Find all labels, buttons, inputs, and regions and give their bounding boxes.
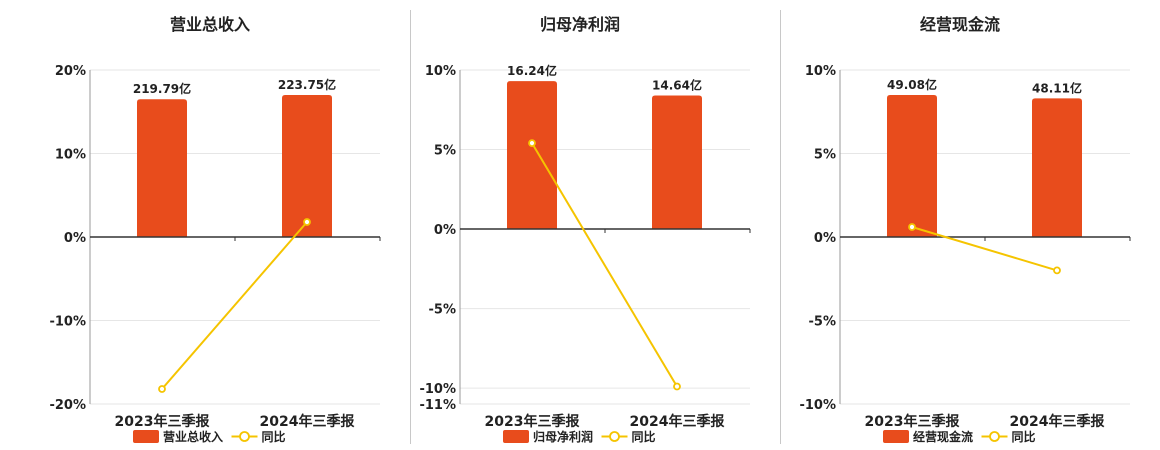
chart-panel-2: 归母净利润 10% 5% 0% -5% -10%-11% 16.24亿 14.64亿 2023年… <box>419 15 751 444</box>
x-category-label: 2024年三季报 <box>630 413 725 430</box>
yoy-point-1 <box>158 385 166 393</box>
bar-value-label: 49.08亿 <box>887 77 937 92</box>
y-tick-label: 10% <box>55 148 86 163</box>
x-category-label: 2023年三季报 <box>865 413 960 430</box>
bar-value-label: 16.24亿 <box>507 63 557 78</box>
bar-1 <box>507 81 557 230</box>
chart-title: 经营现金流 <box>920 15 1000 34</box>
y-tick-label: 0% <box>814 231 836 246</box>
panel-divider-2 <box>780 10 781 444</box>
legend-bar-swatch <box>133 430 159 443</box>
legend-bar-swatch <box>503 430 529 443</box>
bar-2 <box>1032 98 1082 237</box>
yoy-point-1 <box>908 223 916 231</box>
chart-title: 归母净利润 <box>540 15 620 34</box>
x-category-label: 2023年三季报 <box>485 413 580 430</box>
y-tick-label: -10% <box>419 382 456 397</box>
legend-line-label: 同比 <box>1012 429 1036 444</box>
bar-value-label: 48.11亿 <box>1032 80 1082 95</box>
y-tick-label: 5% <box>434 144 456 159</box>
yoy-point-2 <box>303 218 311 226</box>
yoy-point-2 <box>1053 266 1061 275</box>
yoy-line <box>531 142 678 388</box>
chart-title: 营业总收入 <box>170 15 250 34</box>
bar-2 <box>282 95 332 237</box>
legend-line-label: 同比 <box>632 429 656 444</box>
legend-line-marker <box>239 431 250 442</box>
legend-bar-label: 营业总收入 <box>163 429 223 444</box>
legend-line-label: 同比 <box>262 429 286 444</box>
y-tick-label: 0% <box>434 223 456 238</box>
legend-bar-label: 归母净利润 <box>533 429 593 444</box>
x-category-label: 2024年三季报 <box>1010 413 1105 430</box>
legend-bar-label: 经营现金流 <box>913 429 973 444</box>
yoy-line <box>911 226 1058 272</box>
y-tick-label: -5% <box>809 315 836 330</box>
y-tick-label: -11% <box>419 398 456 413</box>
legend-bar-swatch <box>883 430 909 443</box>
chart-panel-3: 经营现金流 10% 5% 0% -5% -10% 49.08亿 48.11亿 2023年三季报 2… <box>799 15 1131 444</box>
legend-line-marker <box>989 431 1000 442</box>
y-tick-label: -20% <box>49 398 86 413</box>
bar-value-label: 223.75亿 <box>278 77 336 92</box>
y-tick-label: 10% <box>805 64 836 79</box>
legend-line-marker <box>609 431 620 442</box>
y-tick-label: -10% <box>799 398 836 413</box>
bar-value-label: 219.79亿 <box>133 81 191 96</box>
yoy-point-1 <box>528 139 536 148</box>
x-category-label: 2024年三季报 <box>260 413 355 430</box>
yoy-line <box>161 221 308 390</box>
y-tick-label: 0% <box>64 231 86 246</box>
x-category-label: 2023年三季报 <box>115 413 210 430</box>
y-tick-label: -5% <box>429 303 456 318</box>
y-tick-label: 10% <box>425 64 456 79</box>
bar-1 <box>887 95 937 237</box>
panel-divider-1 <box>410 10 411 444</box>
y-tick-label: -10% <box>49 315 86 330</box>
chart-panel-1: 营业总收入 20% 10% 0% -10% -20% 219.79亿 223.75亿 2023年… <box>49 15 381 444</box>
yoy-point-2 <box>673 382 681 391</box>
bar-value-label: 14.64亿 <box>652 77 702 92</box>
bar-2 <box>652 95 702 230</box>
bar-1 <box>137 99 187 237</box>
y-tick-label: 20% <box>55 64 86 79</box>
y-tick-label: 5% <box>814 148 836 163</box>
